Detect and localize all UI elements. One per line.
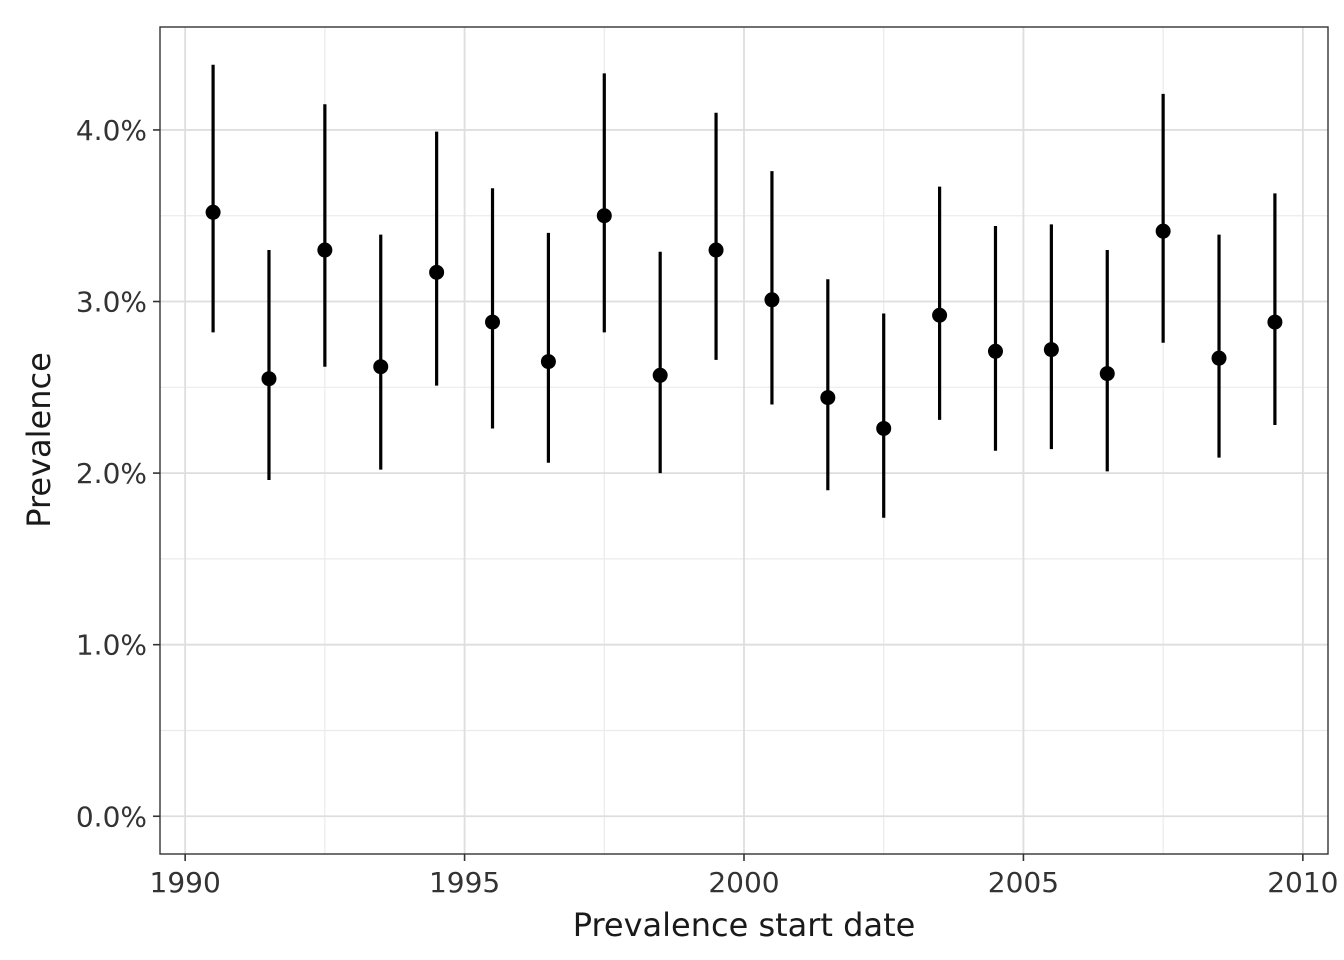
y-tick-label: 2.0%	[76, 457, 147, 490]
data-points	[205, 204, 1283, 436]
data-point	[987, 343, 1003, 359]
x-axis-title: Prevalence start date	[573, 906, 916, 944]
data-point	[820, 390, 836, 406]
data-point	[1099, 366, 1115, 382]
x-tick-label: 2005	[988, 866, 1059, 899]
data-point	[373, 359, 389, 375]
data-point	[261, 371, 277, 387]
data-point	[1155, 223, 1171, 239]
x-tick-label: 1990	[150, 866, 221, 899]
data-point	[764, 292, 780, 308]
data-point	[1267, 314, 1283, 330]
x-tick-label: 1995	[429, 866, 500, 899]
y-axis-ticks: 0.0% 1.0% 2.0% 3.0% 4.0%	[76, 114, 160, 833]
x-axis-ticks: 1990 1995 2000 2005 2010	[150, 854, 1338, 899]
data-point	[205, 204, 221, 220]
data-point	[596, 208, 612, 224]
x-tick-label: 2010	[1267, 866, 1338, 899]
data-point	[540, 354, 556, 370]
data-point	[1043, 342, 1059, 358]
data-point	[932, 307, 948, 323]
y-axis-title: Prevalence	[20, 352, 58, 528]
y-tick-label: 1.0%	[76, 629, 147, 662]
x-tick-label: 2000	[708, 866, 779, 899]
data-point	[429, 264, 445, 280]
data-point	[485, 314, 501, 330]
y-tick-label: 3.0%	[76, 286, 147, 319]
y-tick-label: 4.0%	[76, 114, 147, 147]
y-tick-label: 0.0%	[76, 800, 147, 833]
data-point	[652, 367, 668, 383]
data-point	[1211, 350, 1227, 366]
data-point	[708, 242, 724, 258]
error-bars	[211, 64, 1277, 518]
major-gridlines	[160, 27, 1328, 854]
data-point	[317, 242, 333, 258]
data-point	[876, 420, 892, 436]
